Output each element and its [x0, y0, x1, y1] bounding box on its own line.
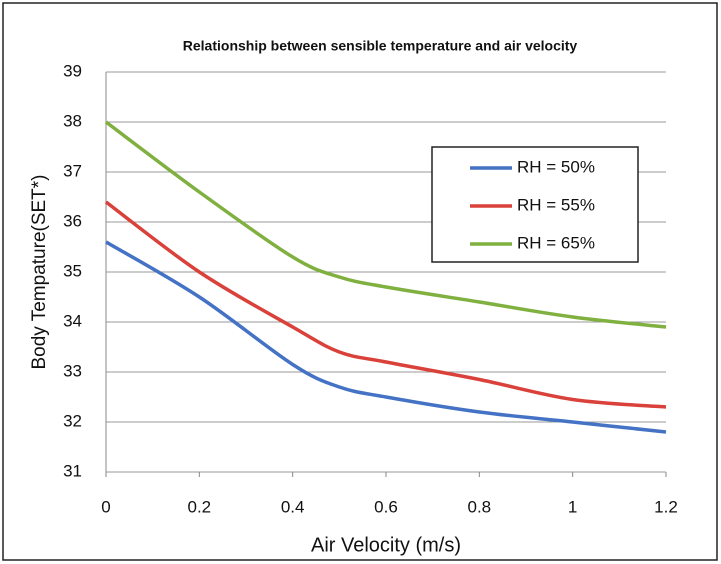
y-tick-label: 34 [63, 311, 82, 330]
legend-label: RH = 55% [517, 195, 595, 214]
series-line [104, 120, 667, 329]
y-tick-label: 35 [63, 261, 82, 280]
y-tick-label: 36 [63, 211, 82, 230]
x-tick-label: 0.8 [468, 497, 492, 516]
y-tick-label: 32 [63, 411, 82, 430]
y-tick-label: 37 [63, 161, 82, 180]
y-tick-label: 39 [63, 61, 82, 80]
y-axis-label: Body Tempature(SET*) [29, 174, 50, 369]
y-tick-label: 33 [63, 361, 82, 380]
x-tick-label: 1.2 [654, 497, 678, 516]
legend-label: RH = 50% [517, 157, 595, 176]
x-tick-label: 0.6 [374, 497, 398, 516]
x-tick-label: 1 [568, 497, 577, 516]
y-tick-label: 31 [63, 461, 82, 480]
x-tick-label: 0.4 [281, 497, 305, 516]
series-line [105, 240, 667, 434]
legend-label: RH = 65% [517, 233, 595, 252]
x-tick-label: 0.2 [188, 497, 212, 516]
y-tick-label: 38 [63, 111, 82, 130]
series-line [104, 200, 667, 409]
legend: RH = 50% RH = 55% RH = 65% [431, 146, 639, 263]
legend-box [431, 146, 639, 263]
x-axis-label: Air Velocity (m/s) [311, 534, 461, 556]
x-tick-label: 0 [101, 497, 110, 516]
chart-title: Relationship between sensible temperatur… [183, 38, 578, 54]
